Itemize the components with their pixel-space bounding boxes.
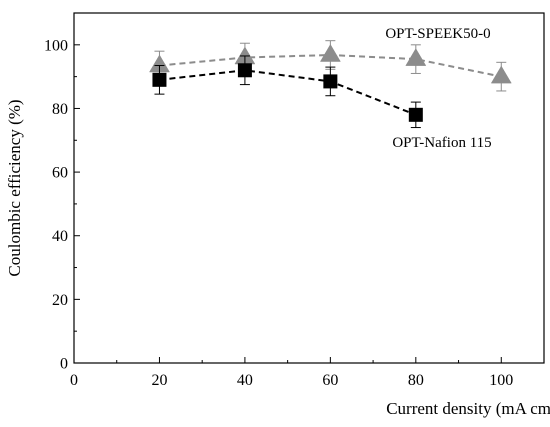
x-axis-ticks: 0 20 40 60 80 100 <box>70 357 513 389</box>
data-point-square <box>323 74 338 89</box>
y-tick-label: 60 <box>52 165 68 182</box>
series-label-opt-speek50-0: OPT-SPEEK50-0 <box>385 26 490 42</box>
y-tick-label: 40 <box>52 228 68 245</box>
y-tick-label: 20 <box>52 292 68 309</box>
x-tick-label: 80 <box>408 372 424 389</box>
data-point-triangle <box>490 65 512 84</box>
x-tick-label: 0 <box>70 372 78 389</box>
y-tick-label: 80 <box>52 101 68 118</box>
plot-frame <box>73 12 545 364</box>
data-point-square <box>237 63 252 78</box>
y-axis-ticks: 0 20 40 60 80 100 <box>44 37 80 373</box>
data-point-square <box>408 107 423 122</box>
series-layer <box>149 40 512 129</box>
series-line <box>159 69 417 116</box>
x-tick-label: 60 <box>322 372 338 389</box>
y-axis-label: Coulombic efficiency (%) <box>5 99 24 276</box>
series-opt-nafion-115 <box>152 55 423 129</box>
x-tick-label: 20 <box>151 372 167 389</box>
data-point-triangle <box>405 48 427 66</box>
data-point-triangle <box>319 44 341 62</box>
y-tick-label: 0 <box>60 356 68 373</box>
x-tick-label: 100 <box>489 372 513 389</box>
series-label-opt-nafion-115: OPT-Nafion 115 <box>392 135 491 151</box>
data-point-square <box>152 72 167 87</box>
x-axis-label: Current density (mA cm-2) <box>386 398 550 418</box>
x-tick-label: 40 <box>237 372 253 389</box>
x-axis-label-main: Current density (mA cm <box>386 399 550 418</box>
y-tick-label: 100 <box>44 37 68 54</box>
